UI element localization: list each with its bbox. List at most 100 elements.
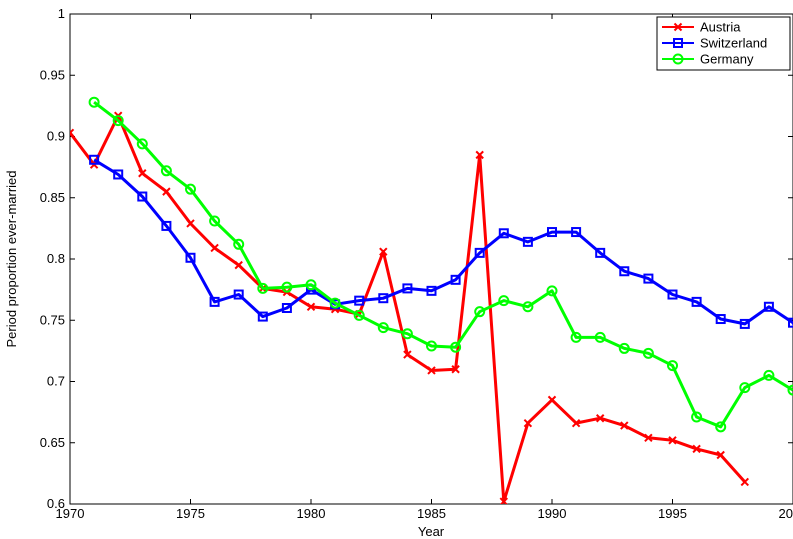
data-point-switzerland [498,228,509,239]
data-point-switzerland [474,247,485,258]
data-point-switzerland [595,247,606,258]
data-point-germany [281,281,293,293]
data-point-switzerland [763,301,774,312]
data-point-germany [522,301,534,313]
plot-area [69,13,793,505]
data-point-germany [112,115,124,127]
data-point-germany [329,297,341,309]
data-point-austria [451,365,460,374]
y-tick-label: 0.8 [47,251,65,266]
data-point-austria [523,418,533,428]
y-tick-label: 0.85 [40,190,65,205]
legend-marker [673,22,683,32]
legend-item-switzerland: Switzerland [662,36,767,51]
data-point-germany [691,411,703,423]
data-point-switzerland [426,285,437,296]
data-point-switzerland [715,314,726,325]
data-point-austria [595,414,605,423]
data-point-switzerland [643,273,654,284]
data-point-austria [571,418,581,428]
data-point-austria [668,436,677,445]
data-point-germany [570,331,582,343]
series-layer [70,96,793,504]
data-point-germany [377,322,389,334]
axis-ticks: 1970 1975 1980 1985 1990 1995 2000 0.6 0.65 0.7 0.… [40,6,793,521]
data-point-switzerland [89,154,100,165]
series-switzerland [89,154,793,329]
data-point-austria [740,477,750,487]
data-point-germany [594,331,606,343]
legend-marker [673,38,683,48]
data-point-switzerland [281,303,292,313]
data-point-switzerland [450,274,461,285]
data-point-austria [716,450,725,460]
data-point-switzerland [571,227,582,238]
data-point-austria [234,260,243,270]
data-point-austria [138,169,147,178]
y-axis-label: Period proportion ever-married [4,170,19,347]
data-point-switzerland [739,318,750,329]
data-point-germany [715,421,727,433]
data-point-germany [257,282,269,294]
data-point-switzerland [788,317,793,328]
data-point-switzerland [161,220,172,231]
y-tick-label: 0.95 [40,67,65,82]
legend-item-austria: Austria [662,20,741,35]
data-point-austria [186,219,195,228]
data-point-austria [379,247,388,256]
data-point-germany [185,183,196,195]
data-point-austria [499,497,509,504]
y-tick-label: 0.75 [40,312,65,327]
data-point-switzerland [113,169,124,180]
data-point-germany [474,306,486,318]
data-point-germany [233,238,245,250]
data-point-germany [450,341,462,353]
data-point-switzerland [354,295,365,306]
data-point-germany [426,340,437,352]
x-tick-label: 2000 [779,506,793,521]
y-tick-label: 0.6 [47,496,65,511]
data-point-germany [88,96,100,108]
data-point-switzerland [209,296,220,307]
legend-marker [672,53,684,65]
data-point-germany [401,328,413,340]
data-point-switzerland [233,289,244,300]
x-tick-label: 1980 [297,506,326,521]
data-point-austria [475,150,484,160]
data-point-switzerland [402,283,413,294]
y-tick-label: 0.7 [47,374,65,389]
data-point-austria [70,128,75,138]
data-point-austria [306,302,316,311]
data-point-germany [739,382,751,394]
legend-item-germany: Germany [662,52,754,67]
data-point-germany [353,309,365,321]
data-point-germany [546,285,558,297]
data-point-germany [667,360,678,372]
data-point-switzerland [547,227,557,238]
data-point-germany [305,279,317,291]
data-point-austria [644,433,653,443]
legend-label: Switzerland [700,36,767,51]
series-line-switzerland [93,158,793,327]
data-point-germany [642,347,654,359]
y-tick-label: 0.65 [40,435,65,450]
y-tick-label: 0.9 [47,129,65,144]
series-germany [88,96,793,433]
x-tick-label: 1970 [56,506,85,521]
legend-label: Austria [700,20,741,35]
y-tick-label: 1 [58,6,65,21]
x-axis-label: Year [418,524,445,539]
data-point-switzerland [522,236,533,247]
data-point-germany [787,384,793,396]
data-point-switzerland [691,296,702,307]
data-point-germany [763,369,775,381]
data-point-switzerland [667,289,678,300]
data-point-germany [136,138,148,150]
x-tick-label: 1995 [658,506,687,521]
data-point-austria [547,395,557,405]
data-point-austria [692,444,701,454]
data-point-germany [498,295,510,307]
series-line-germany [93,101,793,429]
